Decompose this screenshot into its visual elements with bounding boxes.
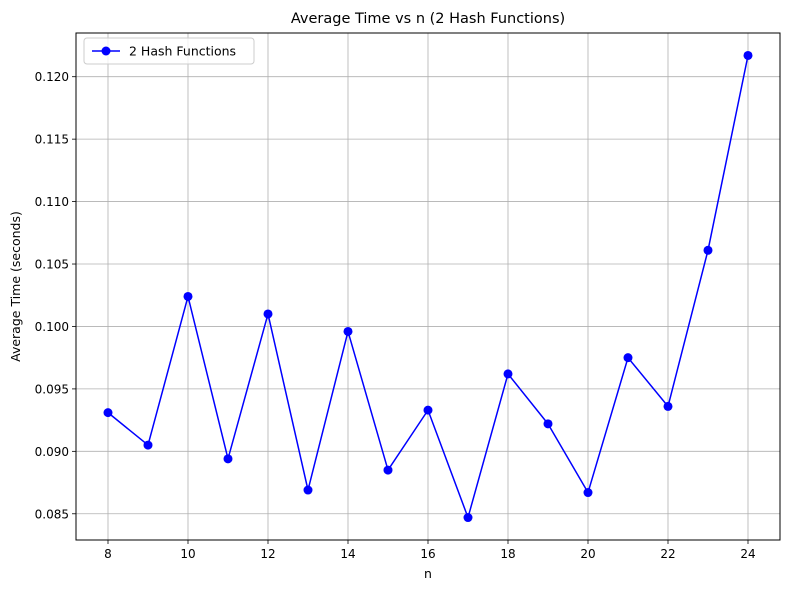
y-tick-label: 0.120	[35, 70, 69, 84]
data-point	[423, 405, 433, 415]
x-tick-label: 8	[104, 547, 112, 561]
series-layer	[103, 50, 753, 523]
legend-label: 2 Hash Functions	[129, 44, 236, 59]
y-tick-label: 0.100	[35, 320, 69, 334]
x-axis-label: n	[424, 566, 432, 581]
data-point	[103, 408, 113, 418]
data-point	[303, 485, 313, 495]
data-point	[383, 465, 393, 475]
data-point	[743, 50, 753, 60]
ticks: 8 10 12 14 16 18 20 22 24 0.085 0.090 0.095 0.100 0.1…	[35, 70, 756, 561]
y-tick-label: 0.095	[35, 382, 69, 396]
x-tick-label: 20	[580, 547, 595, 561]
x-tick-label: 18	[500, 547, 515, 561]
legend-marker	[101, 46, 111, 56]
data-point	[623, 353, 633, 363]
y-tick-label: 0.110	[35, 195, 69, 209]
x-tick-label: 24	[740, 547, 755, 561]
data-point	[223, 454, 233, 464]
data-point	[463, 513, 473, 523]
legend-box	[83, 37, 255, 65]
chart-title: Average Time vs n (2 Hash Functions)	[291, 11, 565, 27]
data-point	[263, 309, 273, 319]
data-point	[143, 440, 153, 450]
legend: 2 Hash Functions	[83, 37, 255, 65]
y-tick-label: 0.085	[35, 507, 69, 521]
x-tick-label: 16	[420, 547, 435, 561]
grid-lines	[76, 33, 780, 540]
data-point	[183, 291, 193, 301]
y-axis-label: Average Time (seconds)	[8, 211, 23, 362]
data-point	[343, 326, 353, 336]
data-point	[543, 419, 553, 429]
data-point	[583, 488, 593, 498]
x-tick-label: 10	[180, 547, 195, 561]
y-tick-label: 0.115	[35, 133, 69, 147]
x-tick-label: 12	[260, 547, 275, 561]
data-point	[503, 369, 513, 379]
x-tick-label: 14	[340, 547, 355, 561]
y-tick-label: 0.105	[35, 258, 69, 272]
data-point	[663, 401, 673, 411]
data-point	[703, 245, 713, 255]
y-tick-label: 0.090	[35, 445, 69, 459]
x-tick-label: 22	[660, 547, 675, 561]
